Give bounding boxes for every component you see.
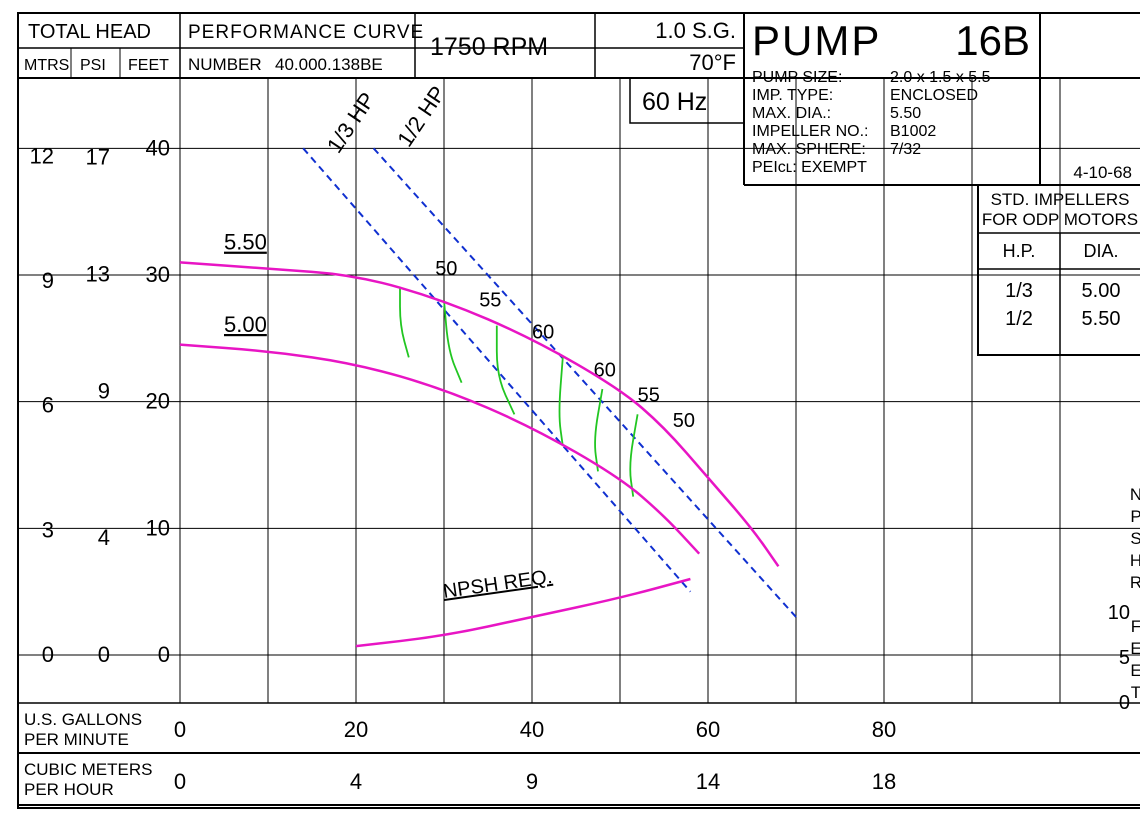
feet-tick: 40 <box>146 135 170 160</box>
npshr-axis-label: H <box>1130 551 1140 570</box>
npshr-axis-label: E <box>1130 661 1140 680</box>
mtrs-tick: 0 <box>42 642 54 667</box>
eff-label: 55 <box>479 290 501 312</box>
usgpm-tick: 20 <box>344 717 368 742</box>
spec-label: PEIᴄʟ: EXEMPT <box>752 159 867 176</box>
imp-row-hp: 1/3 <box>1005 280 1033 302</box>
spec-value: ENCLOSED <box>890 87 978 104</box>
m3h-tick: 18 <box>872 769 896 794</box>
mtrs-tick: 3 <box>42 517 54 542</box>
hdr-total-head: TOTAL HEAD <box>28 21 151 43</box>
eff-label: 55 <box>638 385 660 407</box>
npshr-axis-label: E <box>1130 639 1140 658</box>
feet-tick: 0 <box>158 642 170 667</box>
psi-tick: 9 <box>98 379 110 404</box>
spec-value: 2.0 x 1.5 x 5.5 <box>890 69 991 86</box>
eff-label: 50 <box>673 410 695 432</box>
spec-label: IMP. TYPE: <box>752 87 833 104</box>
spec-label: MAX. DIA.: <box>752 105 831 122</box>
psi-tick: 4 <box>98 525 110 550</box>
hdr-perf-curve: PERFORMANCE CURVE <box>188 22 424 43</box>
hdr-pump: PUMP <box>752 17 881 64</box>
npshr-axis-label: N <box>1130 485 1140 504</box>
usgpm-tick: 0 <box>174 717 186 742</box>
hdr-mtrs: MTRS <box>24 57 69 74</box>
hdr-date: 4-10-68 <box>1073 163 1132 182</box>
hdr-feet: FEET <box>128 57 169 74</box>
m3h-tick: 9 <box>526 769 538 794</box>
m3h-label1: CUBIC METERS <box>24 760 152 779</box>
hdr-temp: 70°F <box>689 50 736 75</box>
m3h-label2: PER HOUR <box>24 780 114 799</box>
impeller-label: 5.00 <box>224 312 267 337</box>
m3h-tick: 4 <box>350 769 362 794</box>
spec-value: B1002 <box>890 123 936 140</box>
spec-label: MAX. SPHERE: <box>752 141 866 158</box>
psi-tick: 17 <box>86 145 110 170</box>
npshr-axis-label: T <box>1131 683 1140 702</box>
hdr-rpm: 1750 RPM <box>430 33 548 61</box>
hdr-model: 16B <box>955 17 1030 64</box>
npshr-axis-label: F <box>1131 617 1140 636</box>
usgpm-label2: PER MINUTE <box>24 730 129 749</box>
impeller-label: 5.50 <box>224 230 267 255</box>
m3h-tick: 0 <box>174 769 186 794</box>
mtrs-tick: 6 <box>42 393 54 418</box>
mtrs-tick: 12 <box>30 143 54 168</box>
hdr-sg: 1.0 S.G. <box>655 18 736 43</box>
feet-tick: 10 <box>146 515 170 540</box>
eff-label: 60 <box>532 321 554 343</box>
npshr-tick: 5 <box>1119 647 1130 669</box>
feet-tick: 30 <box>146 262 170 287</box>
usgpm-label1: U.S. GALLONS <box>24 710 142 729</box>
hdr-number-label: NUMBER <box>188 55 262 74</box>
hdr-psi: PSI <box>80 57 106 74</box>
usgpm-tick: 40 <box>520 717 544 742</box>
npshr-axis-label: P <box>1130 507 1140 526</box>
spec-value: 7/32 <box>890 141 921 158</box>
imp-col-dia: DIA. <box>1083 241 1118 261</box>
spec-label: PUMP SIZE: <box>752 69 842 86</box>
spec-value: 5.50 <box>890 105 921 122</box>
usgpm-tick: 60 <box>696 717 720 742</box>
mtrs-tick: 9 <box>42 268 54 293</box>
imp-row-hp: 1/2 <box>1005 308 1033 330</box>
psi-tick: 13 <box>86 262 110 287</box>
imp-row-dia: 5.50 <box>1082 308 1121 330</box>
imp-row-dia: 5.00 <box>1082 280 1121 302</box>
usgpm-tick: 80 <box>872 717 896 742</box>
hdr-hz: 60 Hz <box>642 88 707 116</box>
m3h-tick: 14 <box>696 769 720 794</box>
hdr-number-value: 40.000.138BE <box>275 55 383 74</box>
eff-label: 60 <box>594 359 616 381</box>
npshr-tick: 10 <box>1108 602 1130 624</box>
imp-col-hp: H.P. <box>1003 241 1036 261</box>
feet-tick: 20 <box>146 389 170 414</box>
npshr-axis-label: R <box>1130 573 1140 592</box>
eff-label: 50 <box>435 258 457 280</box>
npshr-axis-label: S <box>1130 529 1140 548</box>
spec-label: IMPELLER NO.: <box>752 123 868 140</box>
psi-tick: 0 <box>98 642 110 667</box>
